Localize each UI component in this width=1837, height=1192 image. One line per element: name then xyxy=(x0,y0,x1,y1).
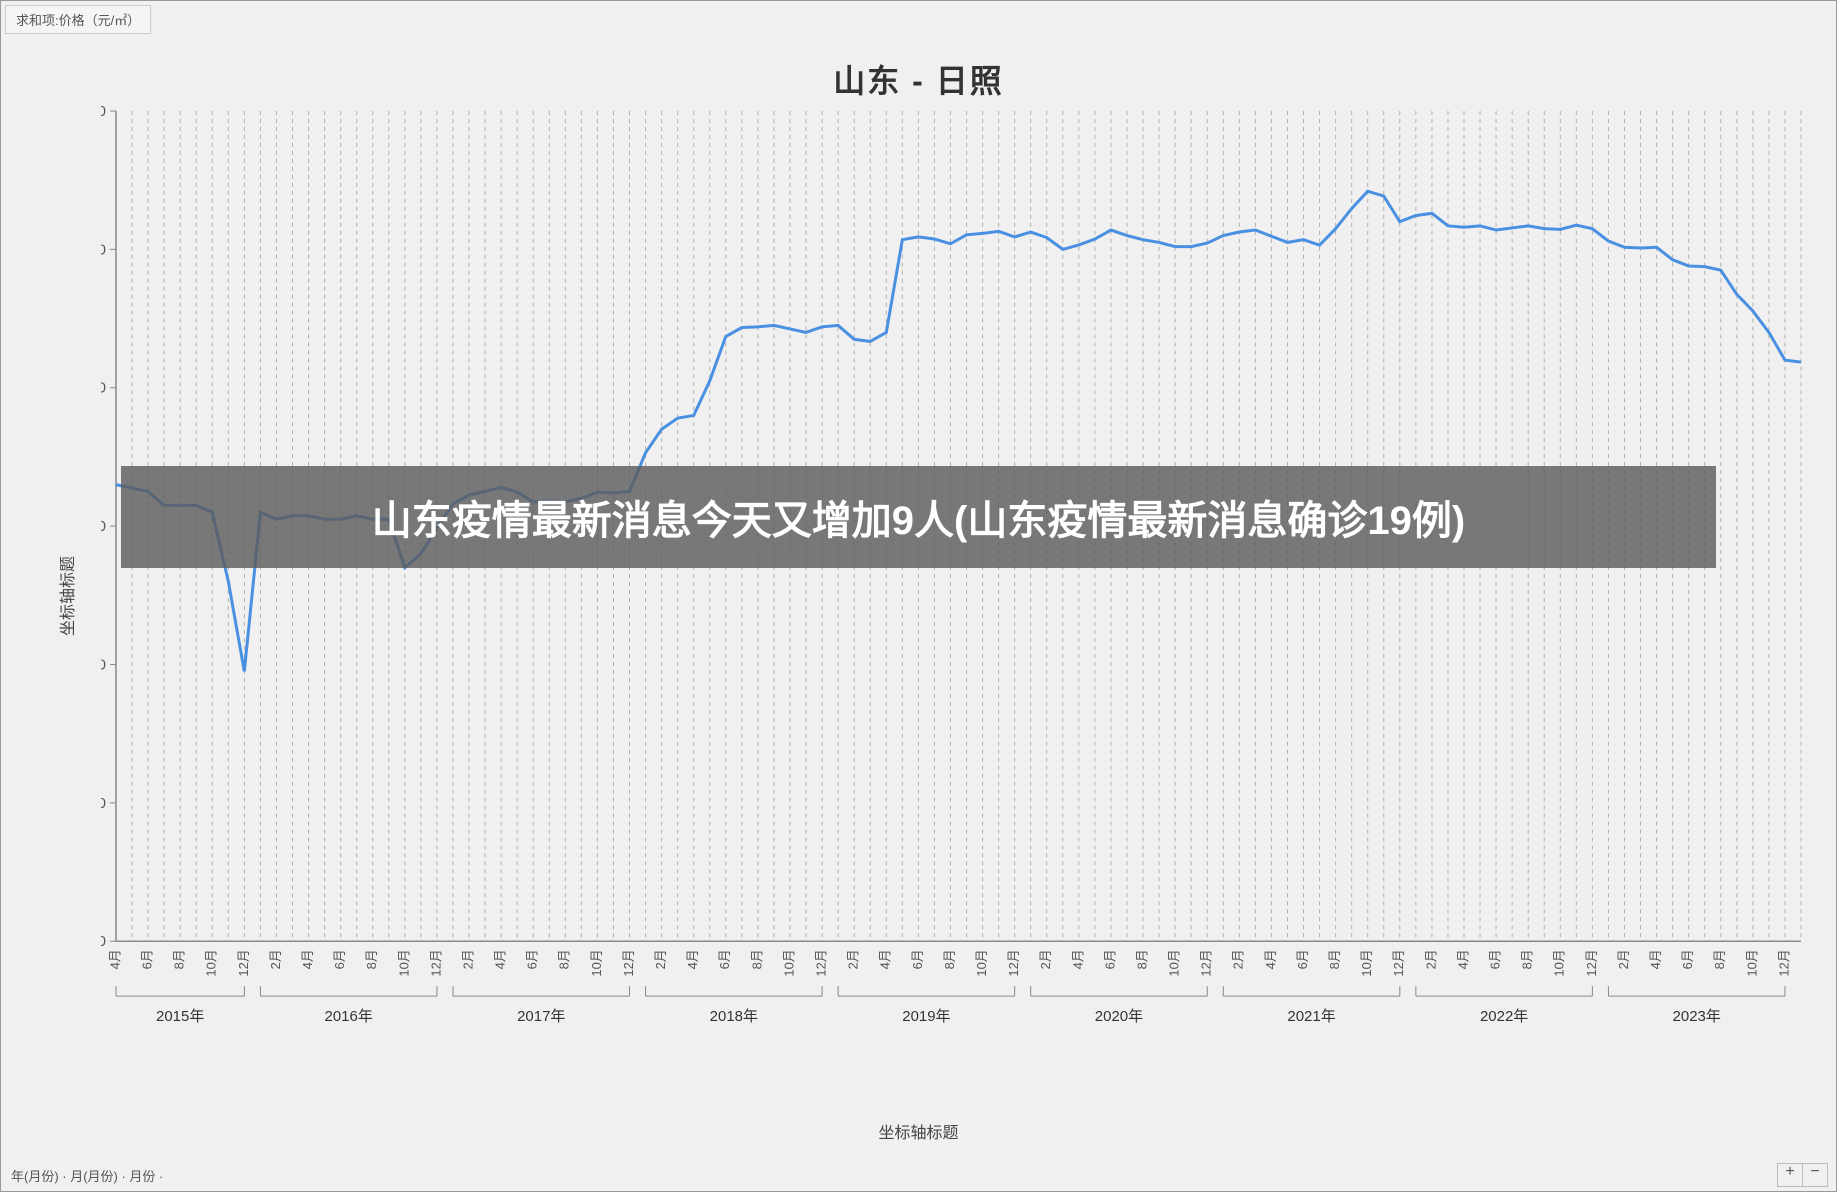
y-axis-title: 坐标轴标题 xyxy=(54,556,78,636)
svg-text:6月: 6月 xyxy=(717,949,732,969)
svg-text:6月: 6月 xyxy=(139,949,154,969)
svg-text:10月: 10月 xyxy=(1359,949,1374,976)
svg-text:12月: 12月 xyxy=(1391,949,1406,976)
svg-text:6月: 6月 xyxy=(1102,949,1117,969)
svg-text:2月: 2月 xyxy=(1038,949,1053,969)
svg-text:12月: 12月 xyxy=(1006,949,1021,976)
svg-text:12月: 12月 xyxy=(814,949,829,976)
svg-text:2019年: 2019年 xyxy=(902,1008,950,1025)
svg-text:8月: 8月 xyxy=(1712,949,1727,969)
svg-text:2020年: 2020年 xyxy=(1095,1008,1143,1025)
svg-text:2023年: 2023年 xyxy=(1673,1008,1721,1025)
svg-text:2021年: 2021年 xyxy=(1287,1008,1335,1025)
plot-area: 0 2000 4000 6000 8000 10000 12000 4月 6月 8月 10月 12月 2… xyxy=(101,101,1806,1061)
svg-text:12月: 12月 xyxy=(428,949,443,976)
svg-text:10月: 10月 xyxy=(781,949,796,976)
bottom-left-category-labels: 年(月份) · 月(月份) · 月份 · xyxy=(11,1166,163,1185)
svg-text:12月: 12月 xyxy=(621,949,636,976)
svg-text:10000: 10000 xyxy=(101,241,106,258)
svg-text:8月: 8月 xyxy=(172,949,187,969)
svg-text:4月: 4月 xyxy=(300,949,315,969)
chart-svg: 0 2000 4000 6000 8000 10000 12000 4月 6月 8月 10月 12月 2… xyxy=(101,101,1806,1061)
svg-text:8月: 8月 xyxy=(942,949,957,969)
chart-container: 求和项:价格（元/㎡） 山东 - 日照 坐标轴标题 0 2000 4000 6000 8… xyxy=(0,0,1837,1192)
svg-text:6000: 6000 xyxy=(101,518,106,535)
svg-text:2月: 2月 xyxy=(268,949,283,969)
svg-text:2022年: 2022年 xyxy=(1480,1008,1528,1025)
svg-text:4月: 4月 xyxy=(878,949,893,969)
svg-text:8月: 8月 xyxy=(1134,949,1149,969)
svg-text:6月: 6月 xyxy=(332,949,347,969)
chart-title: 山东 - 日照 xyxy=(1,56,1836,102)
svg-text:12月: 12月 xyxy=(236,949,251,976)
overlay-banner: 山东疫情最新消息今天又增加9人(山东疫情最新消息确诊19例) xyxy=(121,466,1716,568)
svg-text:0: 0 xyxy=(101,933,106,950)
svg-text:4月: 4月 xyxy=(1648,949,1663,969)
zoom-in-button[interactable]: + xyxy=(1778,1164,1802,1186)
zoom-out-button[interactable]: − xyxy=(1802,1164,1827,1186)
svg-text:6月: 6月 xyxy=(1295,949,1310,969)
svg-text:10月: 10月 xyxy=(1744,949,1759,976)
svg-text:4月: 4月 xyxy=(685,949,700,969)
svg-text:12月: 12月 xyxy=(1584,949,1599,976)
svg-text:6月: 6月 xyxy=(1680,949,1695,969)
svg-text:4月: 4月 xyxy=(107,949,122,969)
svg-text:8月: 8月 xyxy=(1520,949,1535,969)
series-label-button[interactable]: 求和项:价格（元/㎡） xyxy=(5,5,151,34)
svg-text:2月: 2月 xyxy=(653,949,668,969)
svg-text:2月: 2月 xyxy=(1231,949,1246,969)
svg-text:8月: 8月 xyxy=(557,949,572,969)
svg-text:12000: 12000 xyxy=(101,103,106,120)
svg-text:2015年: 2015年 xyxy=(156,1008,204,1025)
svg-text:8月: 8月 xyxy=(749,949,764,969)
svg-text:10月: 10月 xyxy=(204,949,219,976)
svg-text:2月: 2月 xyxy=(460,949,475,969)
svg-text:4月: 4月 xyxy=(493,949,508,969)
svg-text:2017年: 2017年 xyxy=(517,1008,565,1025)
svg-text:2018年: 2018年 xyxy=(710,1008,758,1025)
svg-text:8月: 8月 xyxy=(364,949,379,969)
svg-text:10月: 10月 xyxy=(589,949,604,976)
svg-text:6月: 6月 xyxy=(525,949,540,969)
svg-text:2016年: 2016年 xyxy=(325,1008,373,1025)
svg-text:8000: 8000 xyxy=(101,380,106,397)
svg-text:10月: 10月 xyxy=(974,949,989,976)
svg-text:4月: 4月 xyxy=(1263,949,1278,969)
svg-text:2月: 2月 xyxy=(846,949,861,969)
svg-text:4月: 4月 xyxy=(1455,949,1470,969)
svg-text:6月: 6月 xyxy=(1488,949,1503,969)
svg-text:4月: 4月 xyxy=(1070,949,1085,969)
svg-text:2月: 2月 xyxy=(1616,949,1631,969)
svg-text:12月: 12月 xyxy=(1199,949,1214,976)
svg-text:8月: 8月 xyxy=(1327,949,1342,969)
svg-text:2月: 2月 xyxy=(1423,949,1438,969)
x-axis-title: 坐标轴标题 xyxy=(878,1119,958,1143)
zoom-controls: + − xyxy=(1777,1163,1828,1187)
svg-text:10月: 10月 xyxy=(1167,949,1182,976)
svg-text:2000: 2000 xyxy=(101,795,106,812)
svg-text:10月: 10月 xyxy=(1552,949,1567,976)
svg-text:12月: 12月 xyxy=(1776,949,1791,976)
svg-text:4000: 4000 xyxy=(101,656,106,673)
svg-text:10月: 10月 xyxy=(396,949,411,976)
svg-text:6月: 6月 xyxy=(910,949,925,969)
